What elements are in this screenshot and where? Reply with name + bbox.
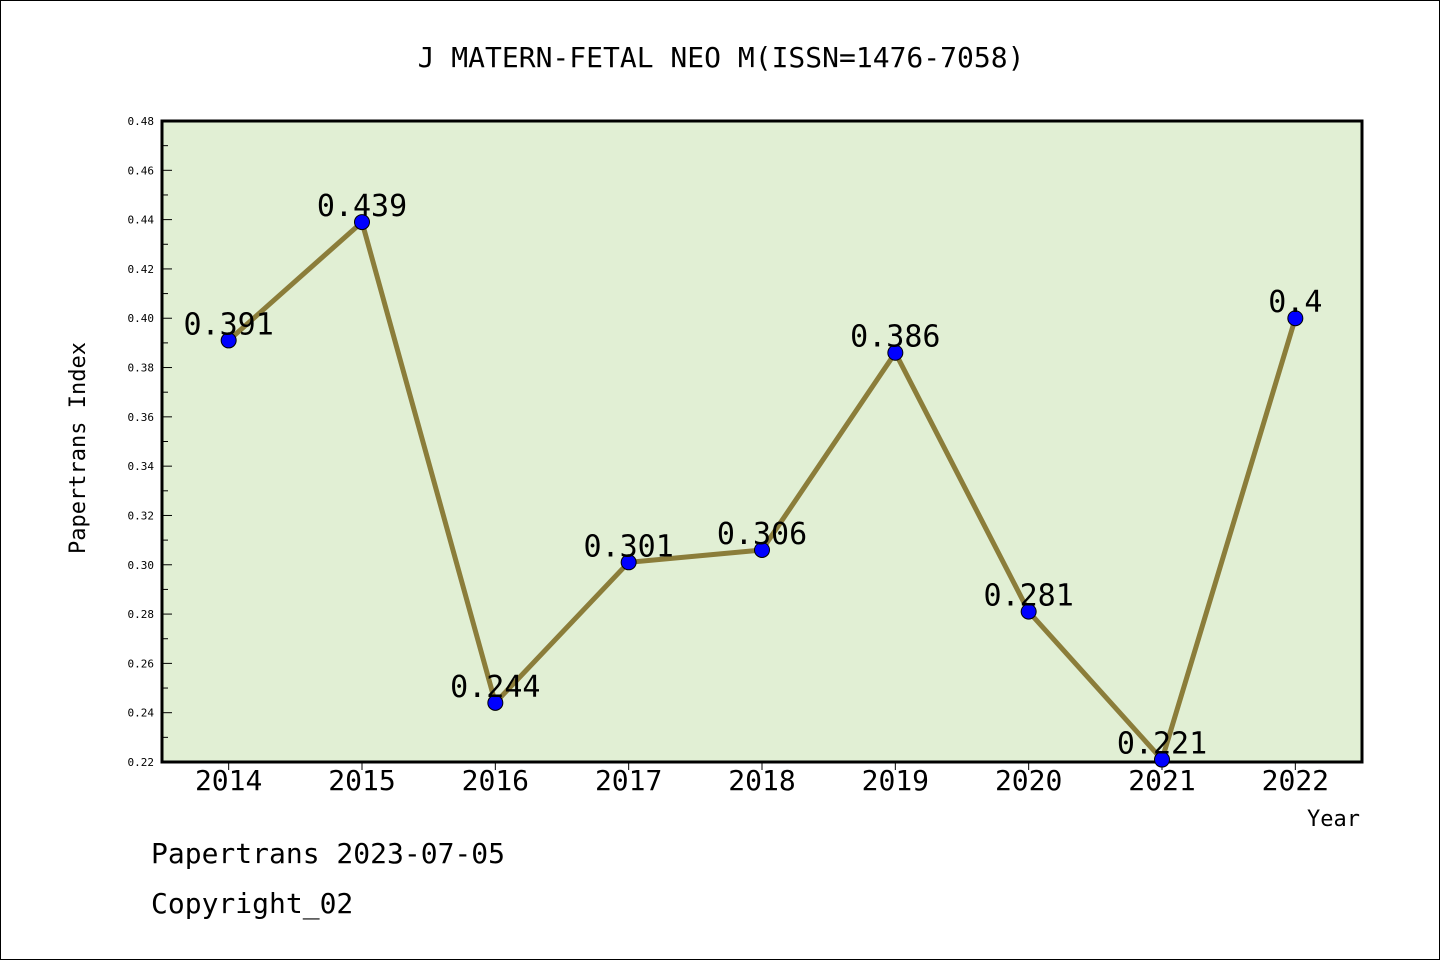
data-point (887, 344, 904, 361)
x-tick-label: 2015 (328, 764, 395, 797)
x-axis-label: Year (1307, 807, 1360, 832)
footer-date-line: Papertrans 2023-07-05 (151, 837, 506, 870)
y-tick-label: 0.40 (128, 312, 155, 325)
chart-title: J MATERN-FETAL NEO M(ISSN=1476-7058) (418, 41, 1025, 74)
data-label: 0.4 (1268, 285, 1322, 320)
y-tick-label: 0.28 (128, 608, 155, 621)
data-point (754, 541, 770, 558)
data-point (1154, 751, 1170, 768)
x-axis: 2014 2015 2016 2017 2018 2019 2020 2021 2022 (195, 762, 1329, 797)
x-tick-label: 2018 (728, 764, 795, 797)
data-point (1287, 310, 1304, 327)
y-tick-label: 0.26 (128, 657, 155, 670)
y-axis: 0.22 0.24 0.26 0.28 0.30 0.32 0.34 0.36 0.38 0.40… (128, 115, 172, 769)
data-point (620, 554, 637, 571)
series-0: 0.391 0.439 0.244 0.301 0.306 0.386 0.281 0.221… (184, 189, 1322, 768)
x-tick-label: 2019 (862, 764, 929, 797)
y-tick-label: 0.38 (128, 362, 155, 375)
data-label: 0.301 (584, 529, 674, 564)
y-tick-label: 0.34 (128, 460, 155, 473)
data-point (1020, 603, 1037, 620)
data-point (220, 332, 237, 349)
x-tick-label: 2014 (195, 764, 262, 797)
y-tick-label: 0.22 (128, 756, 155, 769)
y-tick-label: 0.30 (128, 559, 155, 572)
data-label: 0.391 (184, 307, 274, 342)
x-tick-label: 2022 (1262, 764, 1329, 797)
x-tick-label: 2017 (595, 764, 662, 797)
y-tick-label: 0.42 (128, 263, 155, 276)
x-tick-label: 2016 (462, 764, 529, 797)
y-tick-label: 0.44 (128, 214, 155, 227)
y-tick-label: 0.36 (128, 411, 155, 424)
y-tick-label: 0.48 (128, 115, 155, 128)
x-tick-label: 2020 (995, 764, 1062, 797)
data-label: 0.306 (717, 517, 807, 552)
data-point (354, 214, 370, 231)
data-label: 0.221 (1117, 727, 1207, 762)
data-point (487, 694, 504, 711)
footer-copyright-line: Copyright_02 (151, 887, 354, 920)
x-tick-label: 2021 (1128, 764, 1195, 797)
data-label: 0.439 (317, 189, 407, 224)
y-tick-label: 0.46 (128, 164, 155, 177)
y-tick-label: 0.24 (128, 707, 155, 720)
data-label: 0.281 (984, 579, 1074, 614)
y-axis-label: Papertrans Index (66, 342, 91, 554)
y-tick-label: 0.32 (128, 509, 155, 522)
data-label: 0.244 (450, 670, 540, 705)
data-label: 0.386 (850, 320, 940, 355)
